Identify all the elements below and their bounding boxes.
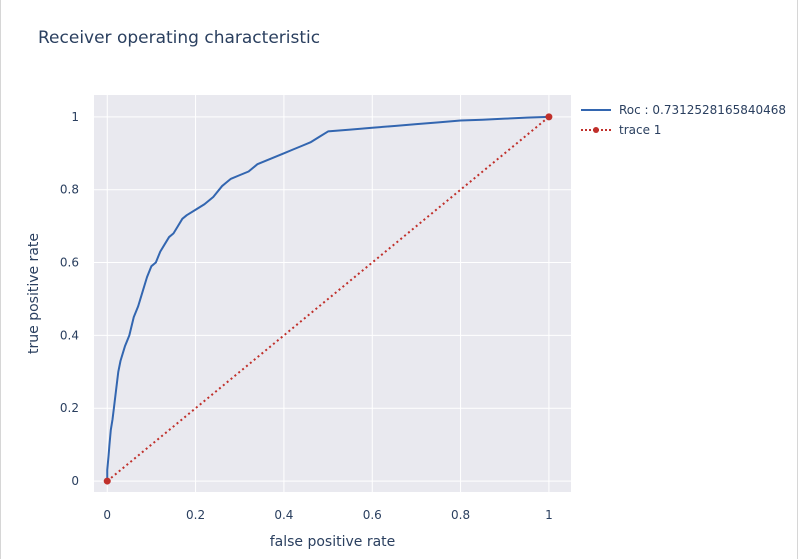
x-tick-label: 0 <box>103 508 111 522</box>
x-axis-ticks: 0 0.2 0.4 0.6 0.8 1 <box>103 508 552 522</box>
y-axis-label: true positive rate <box>26 233 42 354</box>
y-axis-ticks: 0 0.2 0.4 0.6 0.8 1 <box>60 110 79 488</box>
y-tick-label: 1 <box>71 110 79 124</box>
series-line-1 <box>106 115 549 482</box>
legend-label-trace-1: trace 1 <box>619 123 661 137</box>
y-tick-label: 0.6 <box>60 256 79 270</box>
x-axis-label: false positive rate <box>270 534 396 550</box>
series-line-2 <box>106 116 550 482</box>
legend-label-roc: Roc : 0.7312528165840468 <box>619 103 786 117</box>
legend[interactable]: Roc : 0.7312528165840468 trace 1 <box>581 103 786 137</box>
x-tick-label: 0.2 <box>186 508 205 522</box>
x-tick-label: 1 <box>545 508 553 522</box>
series-point[interactable] <box>545 113 553 121</box>
chart-title: Receiver operating characteristic <box>38 28 321 48</box>
legend-item-trace-1[interactable]: trace 1 <box>581 123 661 137</box>
legend-item-roc[interactable]: Roc : 0.7312528165840468 <box>581 103 786 117</box>
x-tick-label: 0.4 <box>274 508 293 522</box>
series-point[interactable] <box>103 477 111 485</box>
y-tick-label: 0.4 <box>60 328 79 342</box>
y-tick-label: 0.8 <box>60 183 79 197</box>
x-tick-label: 0.6 <box>363 508 382 522</box>
y-tick-label: 0.2 <box>60 401 79 415</box>
grid-lines <box>94 95 571 492</box>
x-tick-label: 0.8 <box>451 508 470 522</box>
series-layer <box>103 113 553 485</box>
y-tick-label: 0 <box>71 474 79 488</box>
